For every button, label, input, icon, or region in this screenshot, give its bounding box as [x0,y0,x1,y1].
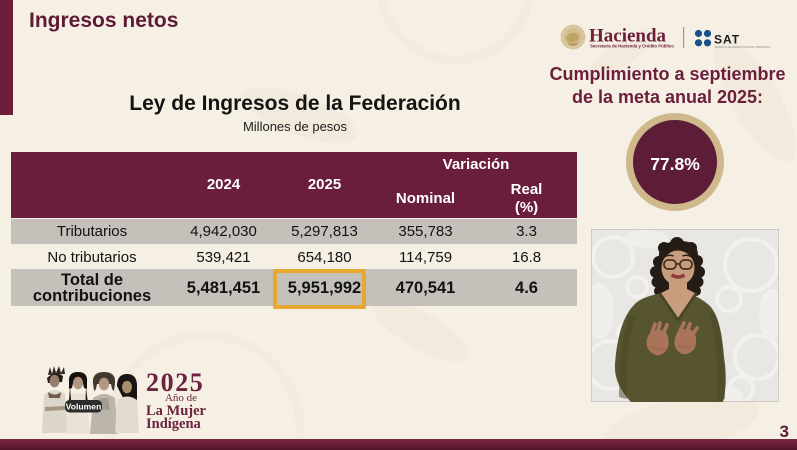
svg-text:Secretaría de Hacienda y Crédi: Secretaría de Hacienda y Crédito Público [590,44,674,49]
svg-text:SAT: SAT [714,33,740,47]
svg-text:Volumen: Volumen [66,401,102,411]
svg-text:Hacienda: Hacienda [589,26,667,47]
svg-text:SERVICIO DE ADMINISTRACIÓN TRI: SERVICIO DE ADMINISTRACIÓN TRIBUTARIA [715,44,771,49]
